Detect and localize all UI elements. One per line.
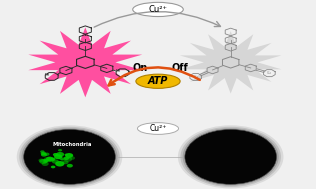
Ellipse shape bbox=[136, 74, 180, 88]
Circle shape bbox=[43, 160, 48, 163]
Circle shape bbox=[60, 158, 64, 160]
Text: Cu: Cu bbox=[267, 71, 272, 75]
Circle shape bbox=[43, 157, 52, 162]
Circle shape bbox=[67, 164, 73, 167]
Circle shape bbox=[19, 127, 120, 187]
Circle shape bbox=[39, 159, 47, 164]
Text: Off: Off bbox=[172, 63, 189, 73]
Text: Cu: Cu bbox=[193, 75, 198, 79]
Text: NH: NH bbox=[44, 73, 50, 77]
Circle shape bbox=[41, 152, 46, 155]
Circle shape bbox=[44, 159, 49, 162]
Text: ATP: ATP bbox=[148, 76, 168, 86]
Circle shape bbox=[40, 150, 45, 153]
Circle shape bbox=[178, 125, 283, 188]
Circle shape bbox=[64, 157, 72, 162]
Circle shape bbox=[46, 157, 53, 161]
Ellipse shape bbox=[137, 123, 179, 134]
Circle shape bbox=[51, 166, 55, 168]
Circle shape bbox=[70, 154, 73, 156]
Circle shape bbox=[41, 153, 47, 157]
Circle shape bbox=[47, 157, 55, 162]
Circle shape bbox=[64, 154, 68, 156]
Text: Cu²⁺: Cu²⁺ bbox=[149, 5, 167, 14]
Polygon shape bbox=[28, 27, 142, 97]
Circle shape bbox=[64, 157, 69, 160]
Circle shape bbox=[58, 149, 62, 152]
Circle shape bbox=[185, 129, 276, 184]
Ellipse shape bbox=[133, 2, 183, 17]
Circle shape bbox=[54, 154, 62, 159]
Text: NH: NH bbox=[115, 69, 120, 73]
Polygon shape bbox=[180, 31, 282, 94]
Circle shape bbox=[21, 128, 118, 186]
Circle shape bbox=[56, 152, 64, 157]
Circle shape bbox=[58, 157, 64, 160]
Circle shape bbox=[44, 153, 50, 156]
Circle shape bbox=[42, 162, 49, 166]
Circle shape bbox=[39, 159, 44, 162]
Circle shape bbox=[69, 156, 75, 160]
Text: Mitochondria: Mitochondria bbox=[53, 142, 92, 147]
Circle shape bbox=[50, 158, 55, 161]
Circle shape bbox=[52, 159, 59, 164]
Circle shape bbox=[62, 160, 69, 164]
Text: On: On bbox=[133, 63, 148, 73]
Text: Cu²⁺: Cu²⁺ bbox=[149, 124, 167, 133]
Circle shape bbox=[65, 153, 73, 158]
Circle shape bbox=[24, 129, 115, 184]
Circle shape bbox=[183, 128, 279, 186]
Circle shape bbox=[55, 161, 64, 167]
Circle shape bbox=[17, 125, 122, 188]
Circle shape bbox=[180, 127, 281, 187]
Circle shape bbox=[53, 153, 58, 156]
